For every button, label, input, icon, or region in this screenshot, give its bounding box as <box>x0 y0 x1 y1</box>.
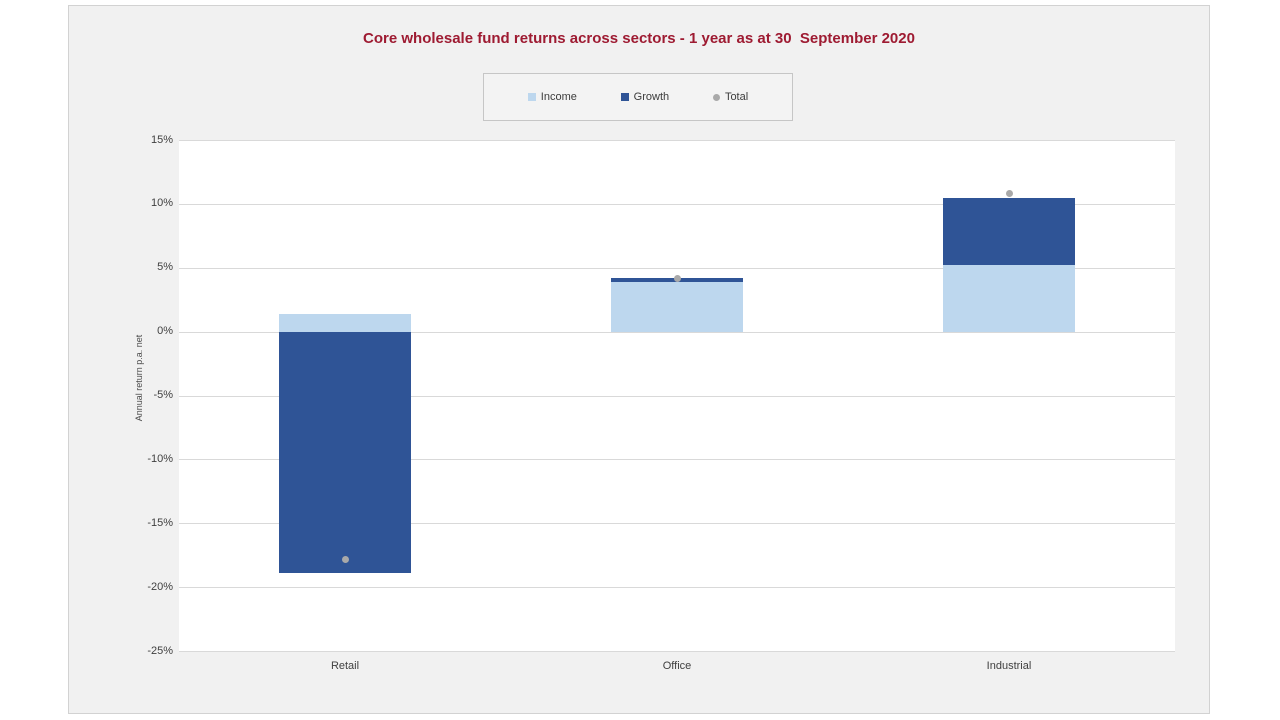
y-tick-label: 5% <box>157 261 173 274</box>
legend-item-total: Total <box>712 91 749 103</box>
y-tick-label: -25% <box>147 644 173 657</box>
chart-title: Core wholesale fund returns across secto… <box>363 30 915 47</box>
bar-segment-income-retail <box>279 313 411 332</box>
bar-segment-growth-industrial <box>943 197 1075 266</box>
y-tick-label: -15% <box>147 516 173 529</box>
bar-segment-income-industrial <box>943 265 1075 332</box>
category-label-office: Office <box>662 660 692 672</box>
bar-segment-income-office <box>611 281 743 332</box>
chart-legend: Income Growth Total <box>483 73 793 121</box>
gridline <box>179 395 1175 397</box>
legend-item-income: Income <box>527 91 577 103</box>
category-label-industrial: Industrial <box>986 660 1032 672</box>
legend-item-growth: Growth <box>620 91 670 103</box>
gridline <box>179 651 1175 652</box>
gridline <box>179 140 1175 141</box>
y-tick-label: -10% <box>147 452 173 465</box>
bar-segment-growth-retail <box>279 331 411 573</box>
y-tick-label: 0% <box>157 325 173 338</box>
gridline <box>179 523 1175 525</box>
total-marker-retail <box>341 555 349 563</box>
legend-label: Growth <box>633 91 670 103</box>
y-tick-label: 15% <box>150 133 173 146</box>
legend-total-dot-icon <box>712 93 720 101</box>
y-tick-label: 10% <box>150 197 173 210</box>
legend-label: Income <box>540 91 577 103</box>
legend-income-swatch-icon <box>527 93 536 101</box>
legend-label: Total <box>724 91 749 103</box>
gridline <box>179 587 1175 589</box>
legend-growth-swatch-icon <box>620 93 629 101</box>
gridline <box>179 331 1175 333</box>
y-tick-label: -20% <box>147 580 173 593</box>
gridline <box>179 459 1175 461</box>
category-label-retail: Retail <box>330 660 360 672</box>
y-tick-label: -5% <box>153 389 173 401</box>
total-marker-office <box>673 274 681 282</box>
gridline <box>179 203 1175 205</box>
gridline <box>179 267 1175 269</box>
total-marker-industrial <box>1005 190 1013 198</box>
